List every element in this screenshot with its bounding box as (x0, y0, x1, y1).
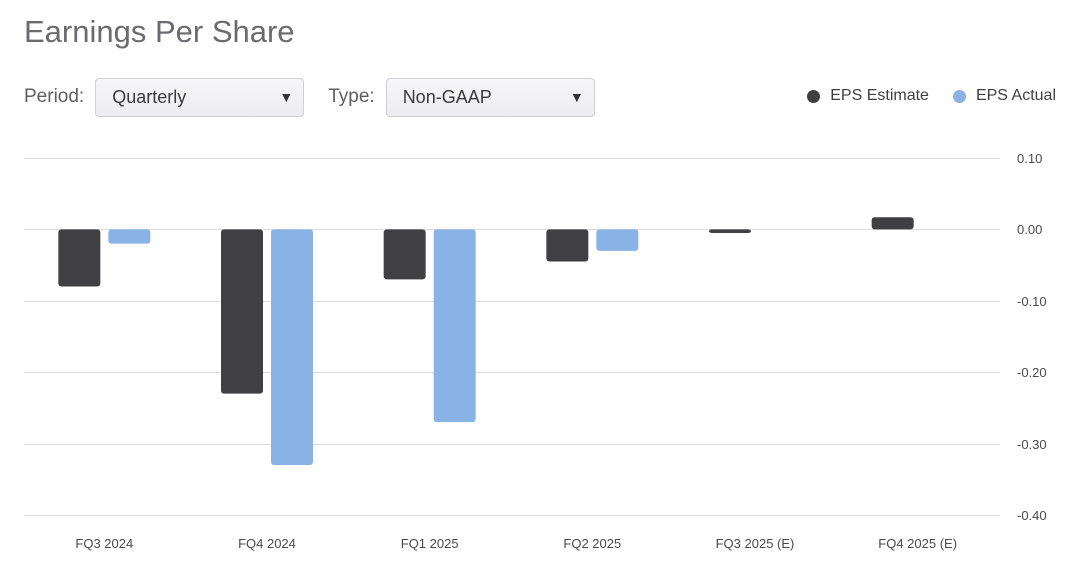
y-tick-label: -0.20 (1017, 365, 1047, 380)
x-tick-label: FQ2 2025 (563, 536, 621, 551)
type-select[interactable]: Non-GAAP ▼ (385, 77, 595, 117)
y-tick-label: 0.00 (1017, 222, 1042, 237)
page-title: Earnings Per Share (24, 14, 295, 49)
bar-eps-estimate (221, 229, 263, 394)
legend-estimate-dot-icon (807, 89, 821, 103)
chart-legend: EPS Estimate EPS Actual (783, 87, 1056, 105)
bar-eps-estimate (383, 229, 426, 280)
x-tick-label: FQ1 2025 (401, 536, 459, 551)
bar-eps-actual (433, 229, 476, 423)
chevron-down-icon: ▼ (569, 89, 584, 105)
chart-controls: Period: Quarterly ▼ Type: Non-GAAP ▼ (24, 77, 595, 117)
bar-eps-estimate (546, 229, 589, 262)
x-tick-label: FQ3 2025 (E) (716, 536, 795, 551)
legend-estimate-label: EPS Estimate (830, 87, 929, 104)
legend-item-actual[interactable]: EPS Actual (952, 87, 1056, 105)
bar-eps-estimate (58, 229, 101, 287)
chevron-down-icon: ▼ (279, 89, 294, 105)
period-label: Period: (24, 86, 85, 107)
bar-eps-estimate (709, 229, 751, 233)
bar-eps-estimate (871, 217, 914, 230)
y-tick-label: -0.30 (1017, 437, 1047, 452)
legend-actual-dot-icon (952, 89, 966, 103)
period-select[interactable]: Quarterly ▼ (95, 77, 305, 117)
type-select-value: Non-GAAP (402, 86, 492, 107)
y-tick-label: -0.10 (1017, 294, 1047, 309)
x-tick-label: FQ4 2025 (E) (878, 536, 957, 551)
legend-item-estimate[interactable]: EPS Estimate (807, 87, 929, 105)
x-tick-label: FQ4 2024 (238, 536, 296, 551)
bar-eps-actual (596, 229, 639, 251)
x-tick-label: FQ3 2024 (75, 536, 133, 551)
y-tick-label: 0.10 (1017, 151, 1042, 166)
y-tick-label: -0.40 (1017, 508, 1047, 523)
legend-actual-label: EPS Actual (975, 87, 1056, 104)
type-label: Type: (328, 86, 375, 107)
bar-eps-actual (271, 229, 313, 466)
bar-eps-actual (108, 229, 151, 244)
period-select-value: Quarterly (112, 86, 187, 107)
